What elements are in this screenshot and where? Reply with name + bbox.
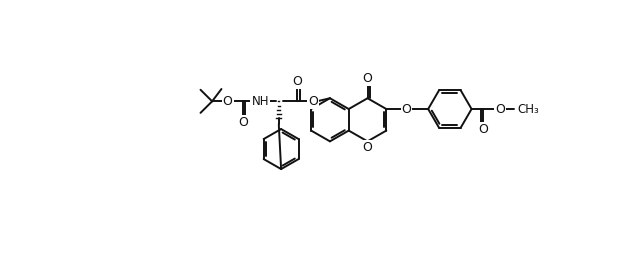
Text: O: O xyxy=(363,72,372,85)
Text: O: O xyxy=(401,103,412,116)
Text: O: O xyxy=(223,95,232,108)
Text: NH: NH xyxy=(252,95,269,108)
Text: O: O xyxy=(363,141,372,154)
Text: O: O xyxy=(292,75,302,88)
Text: O: O xyxy=(238,116,248,129)
Text: O: O xyxy=(308,95,318,108)
Text: O: O xyxy=(495,103,505,116)
Text: CH₃: CH₃ xyxy=(517,103,539,116)
Text: O: O xyxy=(478,123,488,136)
